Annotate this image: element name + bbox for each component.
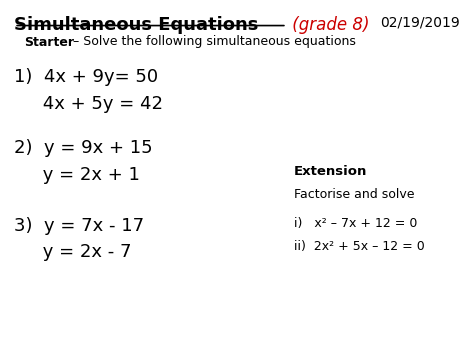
Text: y = 2x + 1: y = 2x + 1 [14,166,140,184]
Text: y = 2x - 7: y = 2x - 7 [14,243,132,261]
Text: ii)  2x² + 5x – 12 = 0: ii) 2x² + 5x – 12 = 0 [294,240,425,253]
Text: 3)  y = 7x - 17: 3) y = 7x - 17 [14,217,145,235]
Text: Extension: Extension [294,165,367,178]
Text: 1)  4x + 9y= 50: 1) 4x + 9y= 50 [14,68,158,86]
Text: Starter: Starter [24,36,73,49]
Text: 4x + 5y = 42: 4x + 5y = 42 [14,95,163,113]
Text: 02/19/2019: 02/19/2019 [380,16,460,30]
Text: (grade 8): (grade 8) [287,16,369,34]
Text: i)   x² – 7x + 12 = 0: i) x² – 7x + 12 = 0 [294,217,417,230]
Text: 2)  y = 9x + 15: 2) y = 9x + 15 [14,139,153,157]
Text: Factorise and solve: Factorise and solve [294,188,414,201]
Text: – Solve the following simultaneous equations: – Solve the following simultaneous equat… [69,36,356,49]
Text: Simultaneous Equations: Simultaneous Equations [14,16,259,34]
